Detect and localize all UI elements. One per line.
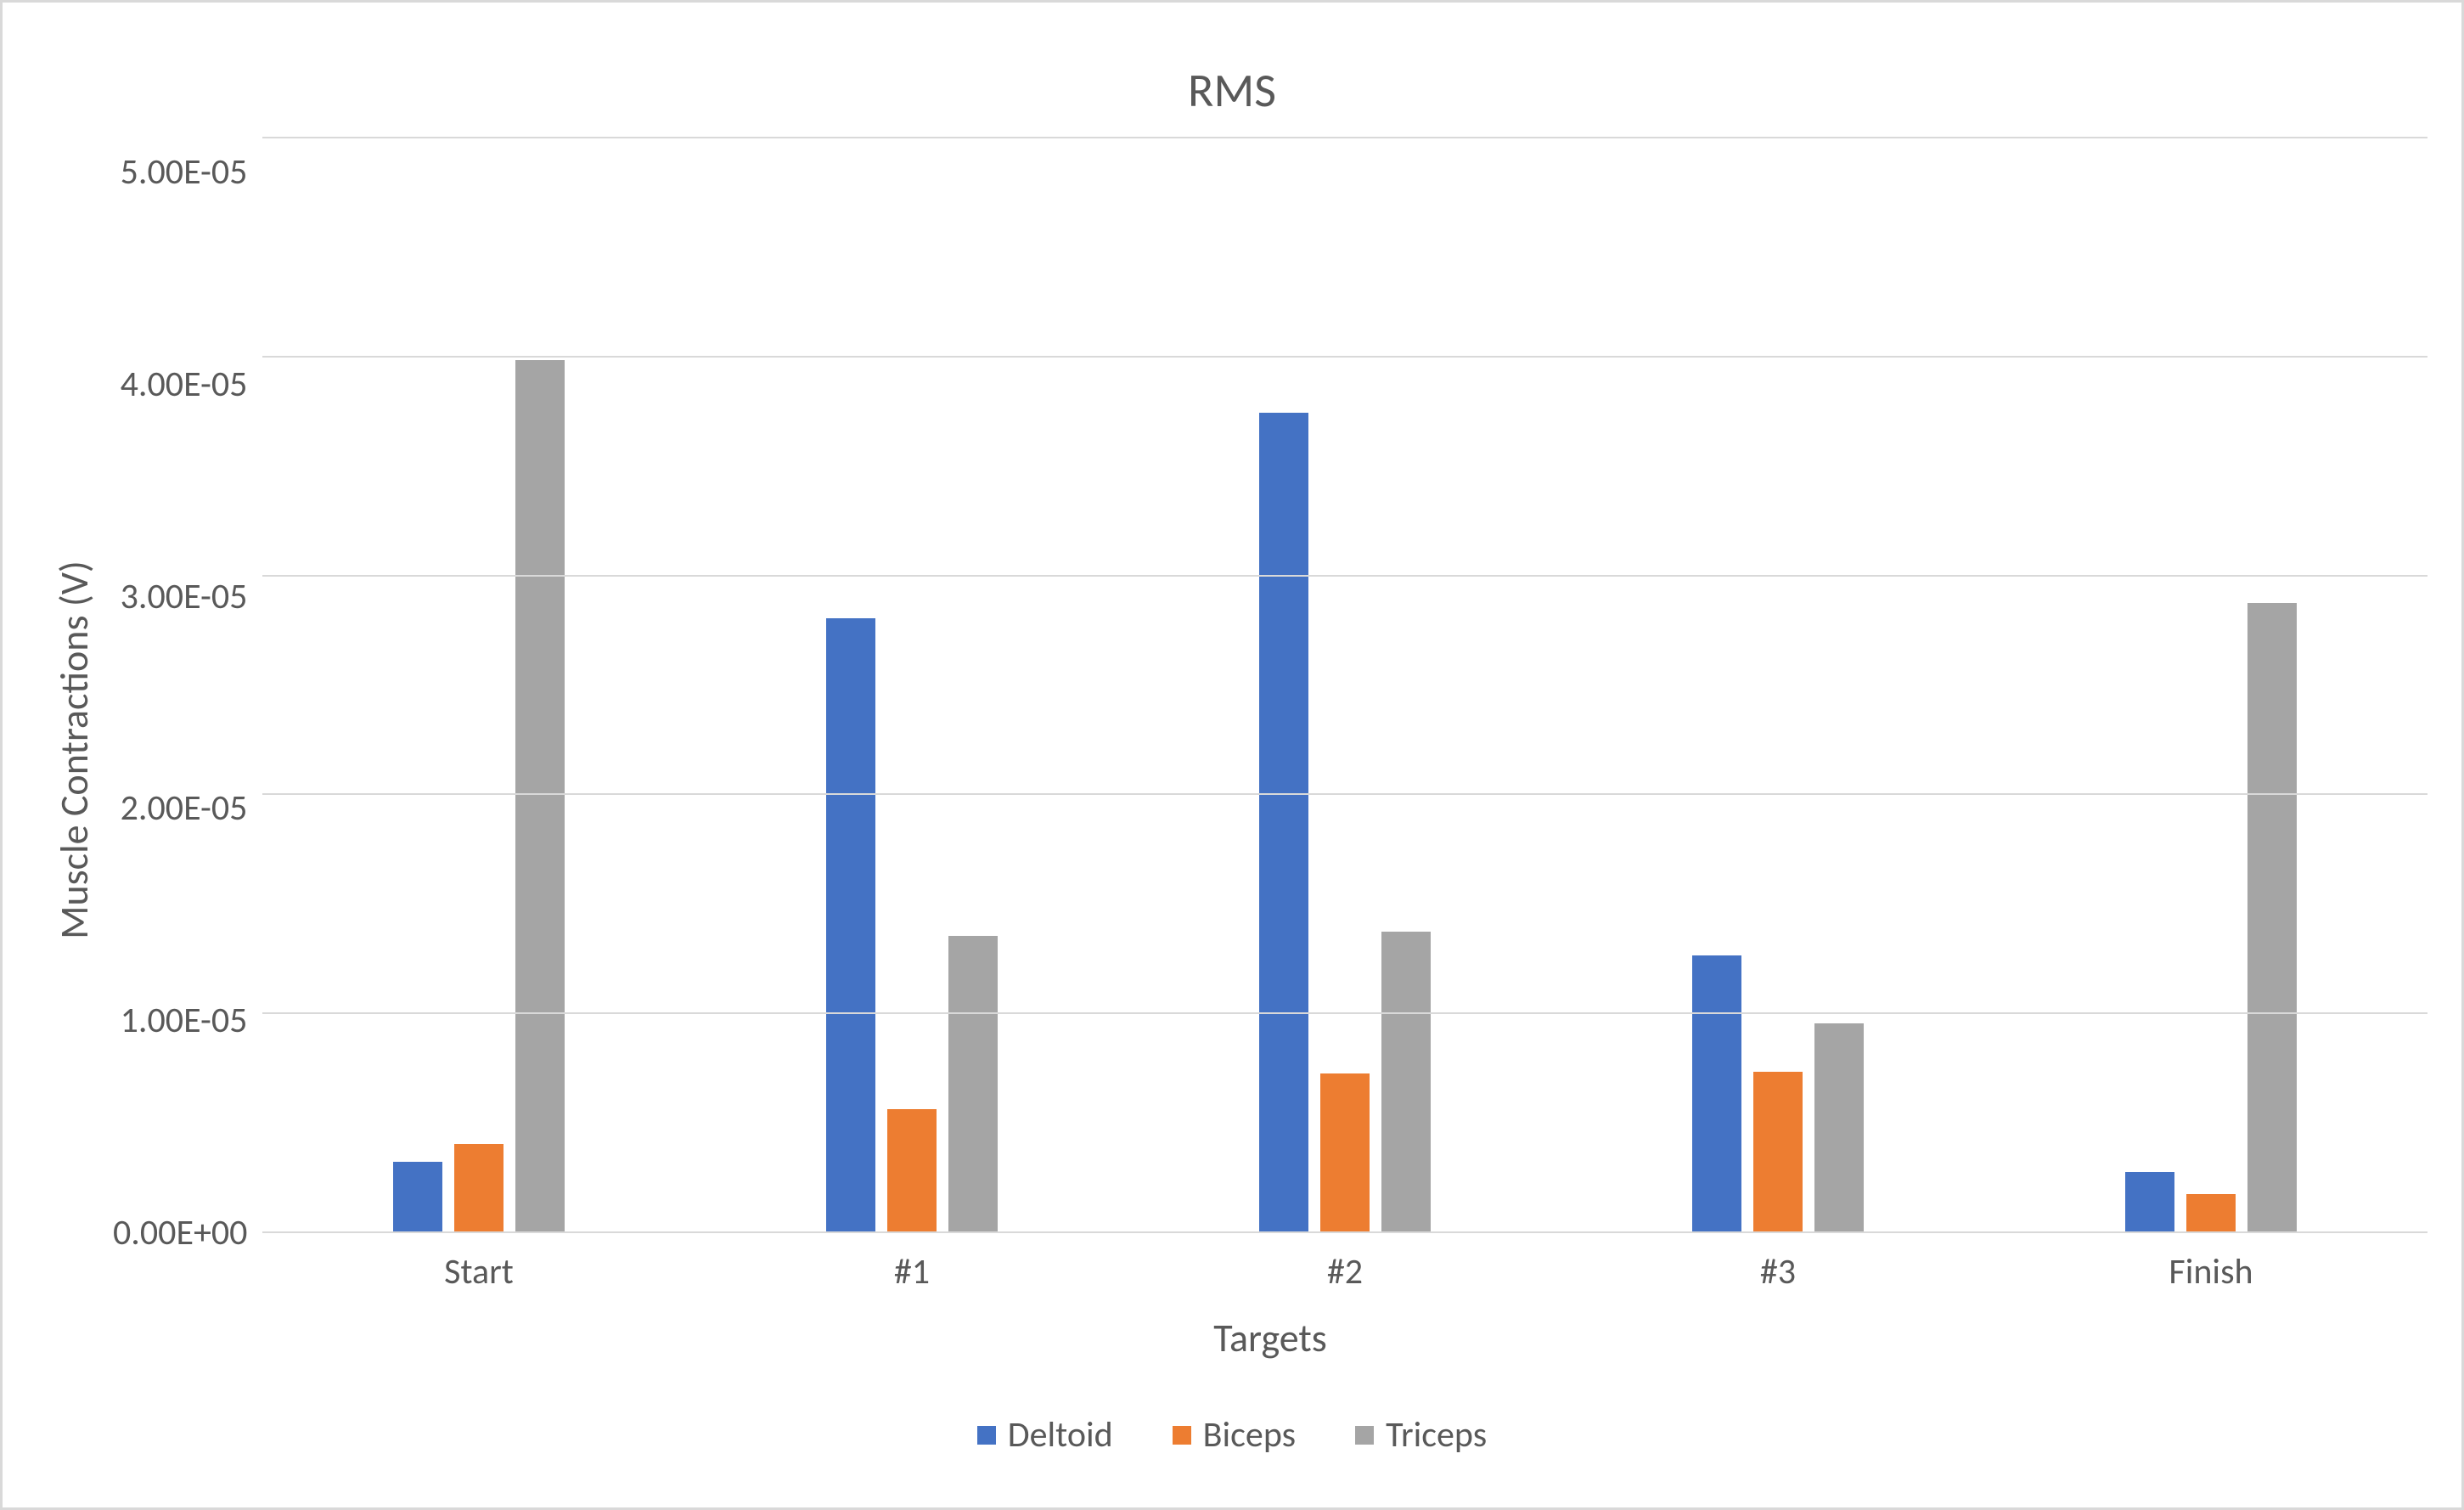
legend-swatch	[1355, 1426, 1374, 1445]
y-axis-title-wrap: Muscle Contractions (V)	[37, 137, 113, 1362]
plot-column: 5.00E-05 4.00E-05 3.00E-05 2.00E-05 1.00E-05…	[113, 137, 2427, 1362]
x-tick-label: #2	[1128, 1233, 1561, 1293]
legend-swatch	[977, 1426, 996, 1445]
y-tick-label: 2.00E-05	[121, 791, 248, 826]
y-tick-labels: 5.00E-05 4.00E-05 3.00E-05 2.00E-05 1.00E-05…	[113, 137, 262, 1233]
gridline	[262, 356, 2427, 358]
bar	[1753, 1072, 1803, 1231]
category-group	[1994, 137, 2427, 1231]
legend-item: Triceps	[1355, 1413, 1487, 1456]
gridline	[262, 1012, 2427, 1014]
bar	[1381, 932, 1431, 1231]
bar	[948, 936, 998, 1231]
x-tick-label: Finish	[1994, 1233, 2427, 1293]
bar	[454, 1144, 503, 1231]
bars-layer	[262, 137, 2427, 1231]
bar	[2125, 1172, 2174, 1231]
y-tick-label: 1.00E-05	[121, 1003, 248, 1039]
gridline	[262, 793, 2427, 795]
y-axis-title: Muscle Contractions (V)	[51, 561, 98, 939]
chart-frame: RMS Muscle Contractions (V) 5.00E-05 4.00…	[0, 0, 2464, 1510]
gridline	[262, 575, 2427, 577]
legend-item: Deltoid	[977, 1413, 1113, 1456]
bar	[2247, 603, 2297, 1231]
bar	[393, 1162, 442, 1231]
category-group	[262, 137, 695, 1231]
bar	[1814, 1023, 1864, 1231]
x-tick-label: #1	[695, 1233, 1128, 1293]
y-tick-label: 3.00E-05	[121, 579, 248, 615]
legend-label: Deltoid	[1008, 1413, 1113, 1456]
plot-area	[262, 137, 2427, 1233]
gridline	[262, 1231, 2427, 1233]
plot-row: 5.00E-05 4.00E-05 3.00E-05 2.00E-05 1.00E-05…	[113, 137, 2427, 1233]
bar	[826, 618, 875, 1231]
y-tick-label: 5.00E-05	[121, 155, 248, 190]
x-tick-labels: Start#1#2#3Finish	[262, 1233, 2427, 1293]
bar	[2186, 1194, 2236, 1231]
category-group	[695, 137, 1128, 1231]
legend-label: Biceps	[1203, 1413, 1296, 1456]
legend-label: Triceps	[1386, 1413, 1487, 1456]
x-tick-row: Start#1#2#3Finish	[113, 1233, 2427, 1293]
y-tick-label: 0.00E+00	[113, 1215, 247, 1251]
category-group	[1128, 137, 1561, 1231]
legend-item: Biceps	[1173, 1413, 1296, 1456]
x-tick-label: #3	[1561, 1233, 1994, 1293]
bar	[887, 1109, 937, 1231]
x-tick-label: Start	[262, 1233, 695, 1293]
bar	[515, 360, 565, 1231]
legend: Deltoid Biceps Triceps	[37, 1362, 2427, 1473]
legend-swatch	[1173, 1426, 1191, 1445]
chart-title: RMS	[37, 62, 2427, 120]
category-group	[1561, 137, 1994, 1231]
y-tick-label: 4.00E-05	[121, 367, 248, 403]
bar	[1320, 1073, 1370, 1231]
chart-body: Muscle Contractions (V) 5.00E-05 4.00E-05…	[37, 137, 2427, 1362]
bar	[1692, 955, 1741, 1231]
bar	[1259, 413, 1308, 1231]
x-axis-title: Targets	[113, 1293, 2427, 1362]
gridline	[262, 137, 2427, 138]
